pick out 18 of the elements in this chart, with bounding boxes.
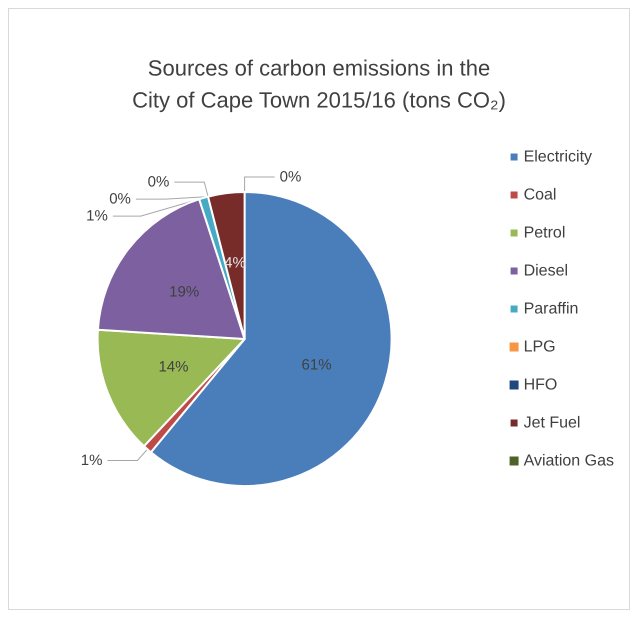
legend-label: Electricity	[524, 148, 592, 166]
text: 0%	[280, 168, 302, 186]
legend-label: Petrol	[524, 224, 566, 242]
legend-label: Paraffin	[524, 300, 578, 318]
text: 0%	[109, 190, 131, 208]
legend-label: LPG	[524, 338, 556, 356]
legend-label: Diesel	[524, 262, 568, 280]
data-label: 61%	[302, 356, 332, 374]
legend-label: Coal	[524, 186, 556, 204]
legend-label: Jet Fuel	[524, 414, 580, 432]
text: 0%	[148, 174, 170, 191]
chart-title: Sources of carbon emissions in the City of Cape Town 2015/16 (tons CO₂)	[132, 56, 506, 112]
data-label: 1%	[80, 452, 102, 470]
data-label: 1%	[86, 208, 108, 225]
legend-label: HFO	[524, 376, 558, 394]
data-label: 19%	[169, 284, 200, 301]
data-label: 14%	[158, 358, 188, 376]
legend-label: Aviation Gas	[524, 452, 614, 470]
